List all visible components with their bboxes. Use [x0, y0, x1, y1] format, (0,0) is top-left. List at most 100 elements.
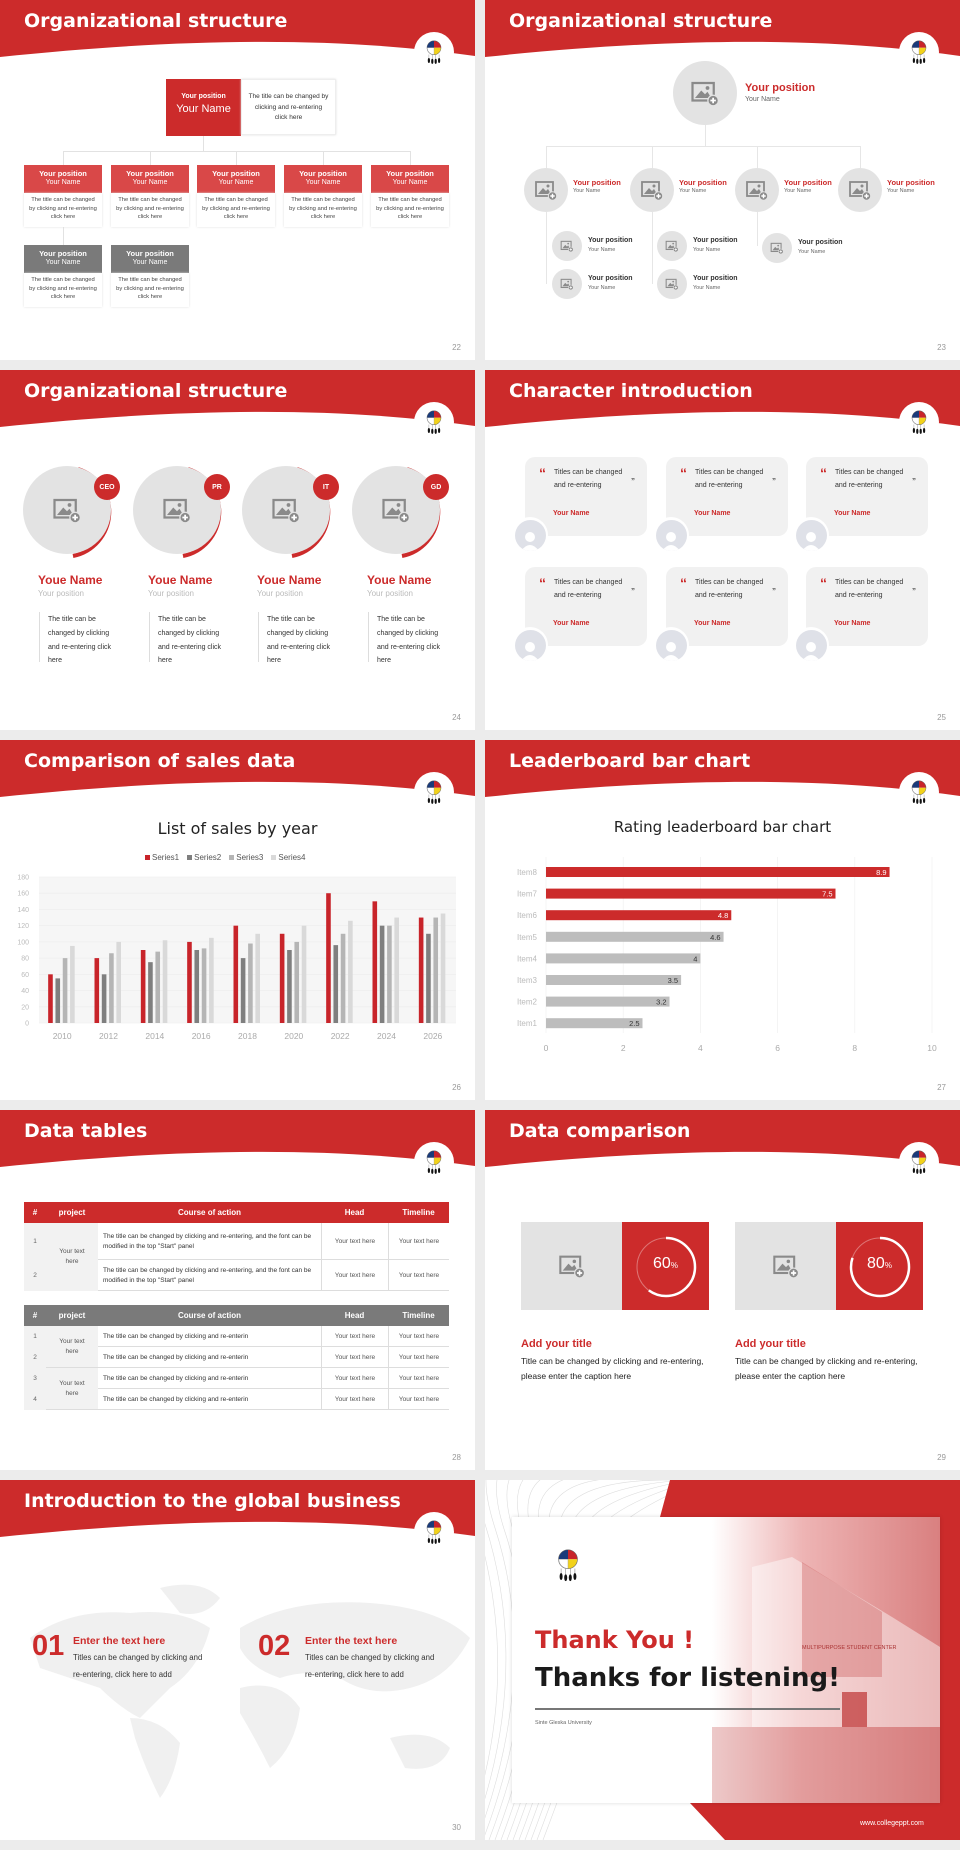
- position-label: Your position: [588, 275, 633, 282]
- x-tick-label: 2026: [423, 1031, 442, 1041]
- y-tick-label: 140: [17, 907, 29, 914]
- bar-item8: [546, 867, 890, 877]
- table-row: [24, 1223, 449, 1260]
- description-box: The title can be changed by clicking and…: [111, 193, 189, 227]
- progress-ring: [634, 1235, 698, 1304]
- column-header: Course of action: [98, 1305, 321, 1326]
- page-number: 28: [452, 1453, 461, 1462]
- image-placeholder[interactable]: [735, 1222, 836, 1310]
- person-description: The title can be changed by clicking and…: [267, 616, 331, 665]
- table-row: [24, 1326, 449, 1347]
- connector-line: [150, 151, 151, 165]
- close-quote-icon: ”: [912, 587, 916, 596]
- bar-series3-2022: [340, 933, 346, 1023]
- position-label: Your position: [693, 275, 738, 282]
- bar-series4-2018: [255, 933, 260, 1023]
- bar-series4-2014: [162, 940, 168, 1023]
- photo-placeholder[interactable]: [735, 168, 779, 212]
- name-label: Your Name: [218, 179, 254, 186]
- description: The title can be changed by clicking and…: [202, 197, 270, 221]
- connector-line: [705, 125, 706, 146]
- person-name: Your Name: [834, 620, 871, 627]
- name-label: Your Name: [45, 259, 81, 266]
- testimonial-card: “ Titles can be changed and re-entering ” Y…: [666, 567, 788, 646]
- row-number: 2: [24, 1347, 46, 1368]
- item-number: 01: [32, 1630, 65, 1662]
- bar-series1-2016: [187, 941, 192, 1023]
- name-label: Your Name: [588, 285, 616, 291]
- slide-s27: Leaderboard bar chart 27 Rating leaderboar…: [485, 740, 960, 1100]
- avatar: [653, 627, 689, 663]
- x-tick-label: 2024: [377, 1031, 396, 1041]
- timeline-cell: Your text here: [388, 1260, 449, 1291]
- photo-placeholder[interactable]: [838, 168, 882, 212]
- header-band: [0, 370, 475, 435]
- bar-item4: [546, 953, 701, 964]
- photo-placeholder[interactable]: [630, 168, 674, 212]
- name-label: Your Name: [693, 247, 721, 253]
- photo-placeholder[interactable]: [552, 231, 582, 261]
- bar-series2-2026: [426, 933, 431, 1023]
- person-name: Your Name: [834, 510, 871, 517]
- bar-series2-2018: [240, 958, 246, 1023]
- photo-placeholder[interactable]: [552, 269, 582, 299]
- legend-item: Series1: [145, 853, 179, 862]
- photo-placeholder[interactable]: [524, 168, 568, 212]
- column-header: Head: [321, 1202, 388, 1223]
- name-label: Your Name: [176, 103, 231, 115]
- bar-series4-2012: [116, 941, 121, 1023]
- y-tick-label: 40: [21, 988, 29, 995]
- person-position: Your position: [38, 589, 84, 598]
- bar-series4-2016: [209, 937, 214, 1023]
- slide-title: Data tables: [24, 1120, 148, 1142]
- slide-s23: Organizational structure 23 Your position Y…: [485, 0, 960, 360]
- position-label: Your position: [386, 169, 434, 178]
- legend-swatch: [187, 855, 193, 860]
- description-box: The title can be changed by clicking and…: [371, 193, 449, 227]
- column-header: Course of action: [98, 1202, 321, 1223]
- y-tick-label: 120: [17, 923, 29, 930]
- description: The title can be changed by clicking and…: [116, 277, 184, 301]
- bar-series4-2026: [440, 913, 446, 1023]
- bar-item1: [546, 1018, 643, 1029]
- description-box: The title can be changed by clicking and…: [111, 273, 189, 307]
- x-tick-label: 10: [927, 1043, 937, 1053]
- thanks-for-listening: Thanks for listening!: [535, 1663, 840, 1693]
- x-tick-label: 2016: [192, 1031, 211, 1041]
- divider: [368, 612, 369, 662]
- table-row: [24, 1260, 449, 1291]
- bar-item2: [546, 996, 670, 1007]
- person-description: The title can be changed by clicking and…: [48, 616, 112, 665]
- slide-s24: Organizational structure 24 CEO Youe Name Yo…: [0, 370, 475, 730]
- y-tick-label: Item6: [517, 911, 538, 920]
- y-tick-label: 60: [21, 972, 29, 979]
- header-band: [0, 1110, 475, 1175]
- legend-swatch: [271, 855, 277, 860]
- photo-placeholder[interactable]: [657, 231, 687, 261]
- university-logo: [414, 1512, 454, 1552]
- plot-area: [39, 877, 456, 1023]
- close-quote-icon: ”: [631, 587, 635, 596]
- row-number: 1: [24, 1223, 46, 1260]
- photo-placeholder[interactable]: [762, 233, 792, 263]
- university-logo: [899, 772, 939, 812]
- data-label: 3.5: [668, 976, 678, 985]
- image-placeholder[interactable]: [521, 1222, 622, 1310]
- slide-s26: Comparison of sales data 26 List of sales …: [0, 740, 475, 1100]
- university-logo: [414, 772, 454, 812]
- bar-series1-2020: [279, 933, 285, 1023]
- data-label: 3.2: [656, 998, 666, 1007]
- y-tick-label: Item3: [517, 976, 538, 985]
- position-label: Your position: [126, 249, 174, 258]
- item-title: Add your title: [735, 1338, 806, 1350]
- divider: [149, 612, 150, 662]
- progress-ring: [848, 1235, 912, 1304]
- photo-placeholder[interactable]: [673, 61, 737, 125]
- page-number: 24: [452, 713, 461, 722]
- slide-title: Leaderboard bar chart: [509, 750, 751, 772]
- position-label: Your position: [212, 169, 260, 178]
- project-cell: Your text here: [46, 1368, 98, 1410]
- photo-placeholder[interactable]: [657, 269, 687, 299]
- university-logo: [545, 1542, 591, 1593]
- testimonial-card: “ Titles can be changed and re-entering ” Y…: [525, 457, 647, 536]
